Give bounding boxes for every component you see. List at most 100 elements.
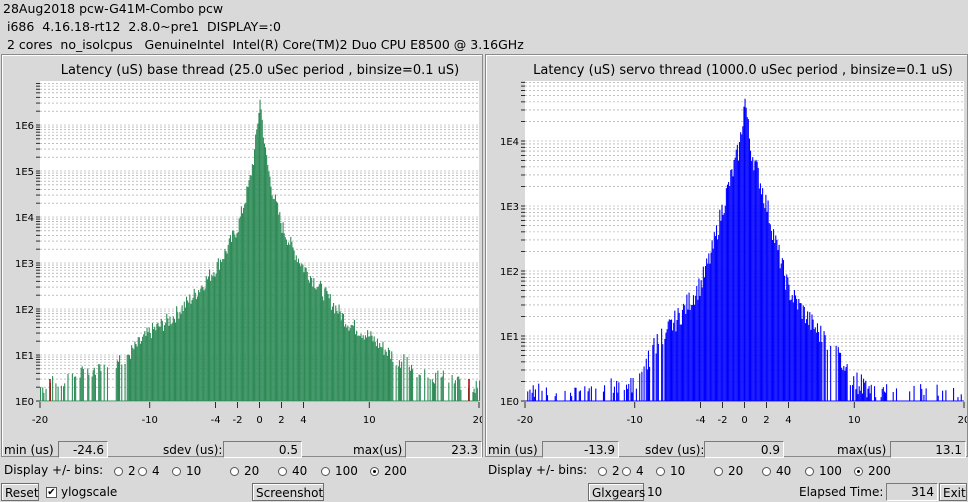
- histogram-bar: [635, 388, 637, 401]
- histogram-bar: [698, 278, 700, 401]
- exit-button[interactable]: Exit: [939, 483, 967, 501]
- histogram-bar: [99, 364, 101, 401]
- histogram-bar: [824, 335, 826, 401]
- histogram-bar: [666, 329, 668, 401]
- bins-radio-2[interactable]: 2: [114, 461, 136, 481]
- y-tick-label: 1E0: [500, 397, 519, 408]
- histogram-bar: [835, 345, 837, 401]
- histogram-bar: [441, 376, 443, 401]
- histogram-bar: [271, 195, 273, 401]
- x-tick-label: 20: [473, 415, 482, 426]
- histogram-bar: [574, 387, 576, 401]
- histogram-bar: [612, 392, 614, 401]
- histogram-bar: [679, 324, 681, 401]
- histogram-bar: [174, 322, 177, 401]
- histogram-bar: [124, 363, 126, 401]
- histogram-bar: [188, 302, 190, 401]
- y-tick-label: 1E0: [15, 397, 34, 408]
- histogram-bar: [710, 252, 712, 401]
- histogram-bar: [334, 313, 336, 401]
- bins-radio-4[interactable]: 4: [622, 461, 644, 481]
- histogram-bar: [212, 276, 214, 401]
- histogram-bar: [419, 375, 421, 401]
- histogram-bar: [64, 383, 66, 401]
- histogram-bar: [303, 272, 305, 401]
- histogram-bar: [279, 212, 281, 401]
- histogram-bar: [790, 299, 792, 401]
- histogram-bar: [841, 367, 843, 401]
- histogram-bar: [745, 107, 747, 402]
- histogram-bar: [121, 364, 123, 401]
- histogram-bar: [115, 367, 117, 401]
- histogram-bar: [215, 273, 217, 401]
- histogram-bar: [315, 289, 317, 401]
- histogram-bar: [534, 389, 536, 401]
- bins-radio-100[interactable]: 100: [321, 461, 358, 481]
- histogram-bar: [942, 390, 944, 401]
- bins-radio-20[interactable]: 20: [230, 461, 259, 481]
- histogram-bar: [623, 389, 625, 401]
- histogram-bar: [365, 337, 368, 401]
- histogram-bar: [416, 377, 418, 401]
- histogram-bar: [788, 284, 790, 401]
- histogram-bar: [94, 374, 96, 401]
- histogram-bar: [338, 304, 340, 401]
- histogram-bar: [418, 374, 420, 401]
- histogram-bar: [203, 290, 205, 401]
- histogram-bar: [842, 369, 844, 401]
- bins-radio-100[interactable]: 100: [805, 461, 842, 481]
- bins-radio-10[interactable]: 10: [656, 461, 685, 481]
- histogram-bar: [957, 397, 959, 401]
- histogram-bar: [75, 376, 77, 401]
- min-value: -24.6: [58, 441, 108, 458]
- histogram-bar: [743, 106, 745, 401]
- histogram-bar: [322, 296, 324, 401]
- ylogscale-checkbox[interactable]: ✔: [46, 487, 57, 498]
- bins-radio-40[interactable]: 40: [762, 461, 791, 481]
- histogram-bar: [883, 391, 885, 401]
- reset-button[interactable]: Reset: [1, 483, 39, 501]
- histogram-bar: [734, 157, 736, 401]
- x-tick-label: 4: [300, 415, 306, 426]
- bins-radio-200[interactable]: 200: [854, 461, 891, 481]
- histogram-bar: [196, 296, 199, 401]
- radio-label: 40: [292, 464, 308, 478]
- histogram-bar: [327, 293, 329, 401]
- histogram-bar: [819, 341, 821, 401]
- histogram-bar: [211, 274, 213, 401]
- histogram-bar: [98, 364, 100, 401]
- histogram-bar: [257, 123, 259, 401]
- histogram-bar: [368, 336, 370, 401]
- histogram-bar: [801, 318, 803, 401]
- histogram-bar: [344, 326, 346, 401]
- histogram-bar: [742, 126, 744, 402]
- histogram-bar: [740, 132, 742, 401]
- x-tick-label: 4: [785, 415, 791, 426]
- bins-radio-20[interactable]: 20: [714, 461, 743, 481]
- sdev-label: sdev (us):: [645, 443, 705, 457]
- histogram-bar: [300, 266, 302, 401]
- histogram-bar: [207, 276, 210, 401]
- header-line-1: 28Aug2018 pcw-G41M-Combo pcw: [3, 1, 224, 16]
- bins-radio-4[interactable]: 4: [138, 461, 160, 481]
- glxgears-button[interactable]: Glxgears: [588, 483, 645, 501]
- histogram-bar: [116, 360, 118, 401]
- x-tick-label: 2: [763, 415, 769, 426]
- radio-dot-icon: [138, 466, 147, 476]
- y-tick-label: 1E1: [500, 332, 519, 343]
- screenshot-button[interactable]: Screenshot: [252, 483, 324, 501]
- bins-radio-40[interactable]: 40: [278, 461, 307, 481]
- histogram-bar: [804, 323, 806, 401]
- bins-radio-10[interactable]: 10: [172, 461, 201, 481]
- radio-label: 200: [868, 464, 891, 478]
- histogram-bar: [818, 332, 820, 401]
- bins-radio-2[interactable]: 2: [598, 461, 620, 481]
- x-tick-label: -4: [696, 415, 706, 426]
- radio-label: 200: [384, 464, 407, 478]
- histogram-bar: [686, 294, 688, 401]
- histogram-bar: [306, 271, 308, 401]
- histogram-bar: [677, 308, 679, 401]
- bins-radio-200[interactable]: 200: [370, 461, 407, 481]
- histogram-bar: [260, 109, 262, 402]
- histogram-bar: [106, 367, 109, 401]
